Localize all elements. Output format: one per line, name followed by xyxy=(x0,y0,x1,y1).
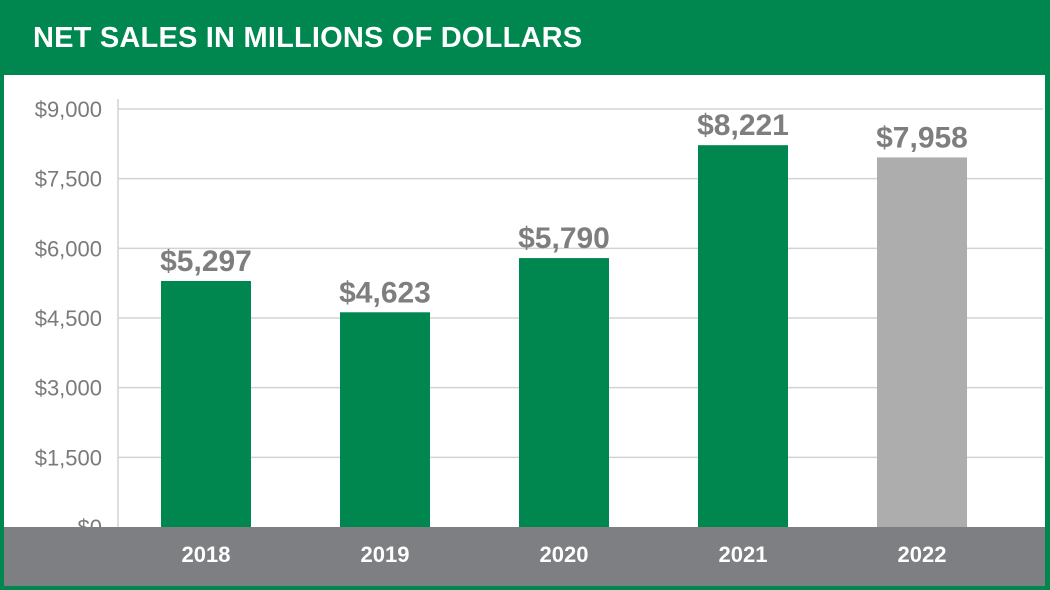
bar-2020 xyxy=(519,258,609,527)
x-tick-label: 2019 xyxy=(361,542,410,567)
x-tick-label: 2018 xyxy=(182,542,231,567)
x-tick-label: 2021 xyxy=(719,542,768,567)
y-tick-label: $9,000 xyxy=(35,97,102,122)
data-label: $4,623 xyxy=(339,276,431,309)
y-tick-label: $6,000 xyxy=(35,236,102,261)
y-tick-label: $7,500 xyxy=(35,167,102,192)
y-tick-label: $4,500 xyxy=(35,306,102,331)
x-tick-label: 2020 xyxy=(540,542,589,567)
bar-2022 xyxy=(877,157,967,527)
data-label: $7,958 xyxy=(876,121,968,154)
bar-2019 xyxy=(340,312,430,527)
y-tick-label: $1,500 xyxy=(35,445,102,470)
bar-2018 xyxy=(161,280,251,527)
x-tick-label: 2022 xyxy=(898,542,947,567)
bar-2021 xyxy=(698,145,788,527)
data-label: $5,297 xyxy=(160,245,252,278)
y-tick-label: $3,000 xyxy=(35,376,102,401)
chart-title: NET SALES IN MILLIONS OF DOLLARS xyxy=(33,22,583,54)
data-label: $8,221 xyxy=(697,109,789,142)
x-axis-band xyxy=(4,527,1045,586)
data-label: $5,790 xyxy=(518,222,610,255)
